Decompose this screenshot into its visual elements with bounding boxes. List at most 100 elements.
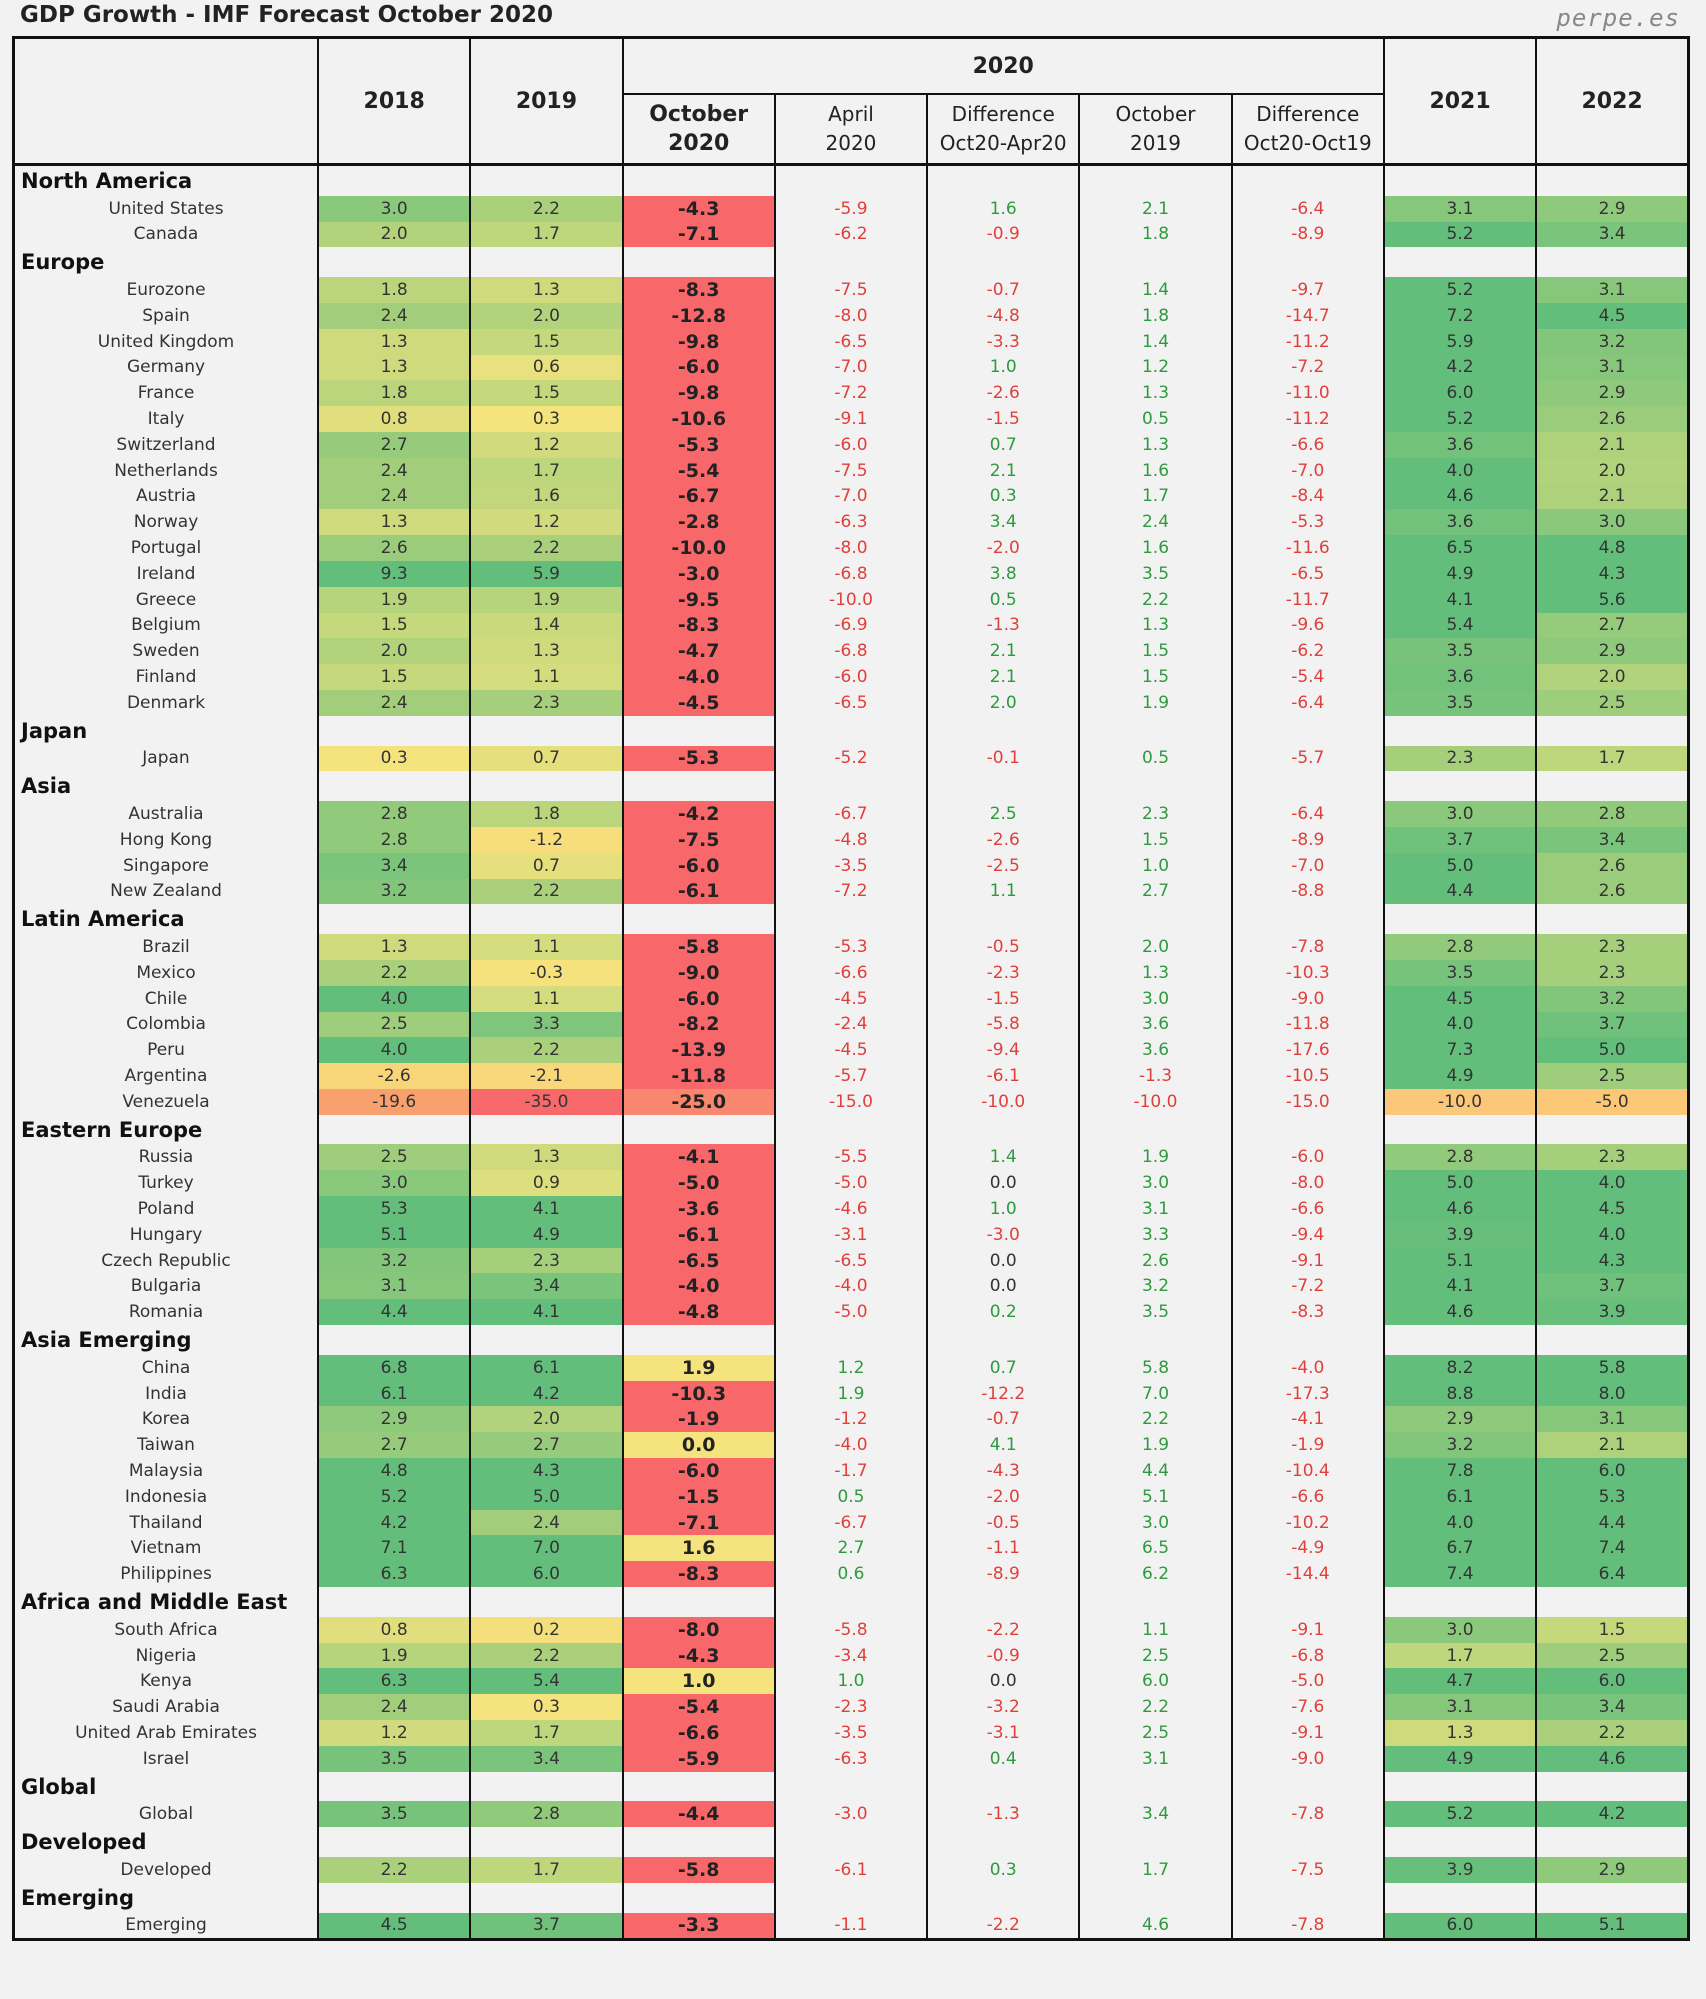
value-cell: 5.0: [1382, 1170, 1538, 1197]
value-cell: 0.0: [926, 1273, 1081, 1300]
value-cell: -14.4: [1230, 1561, 1385, 1588]
value-cell: 2.7: [317, 1432, 472, 1459]
value-cell: -11.6: [1230, 535, 1385, 561]
value-cell: -19.6: [317, 1088, 472, 1115]
value-cell: 1.5: [469, 380, 624, 407]
table-row: France 1.8 1.5 -9.8 -7.2 -2.6 1.3 -11.0 6.0 2.9: [12, 380, 1690, 407]
value-cell: -10.0: [926, 1088, 1081, 1115]
value-cell: 0.3: [317, 745, 472, 772]
country-name: France: [12, 380, 320, 407]
region-spacer-cell: [469, 1771, 624, 1802]
value-cell: -25.0: [621, 1088, 776, 1115]
value-cell: 5.8: [1535, 1354, 1690, 1381]
value-cell: -6.2: [1230, 638, 1385, 665]
value-cell: -8.9: [926, 1561, 1081, 1588]
value-cell: 2.4: [317, 483, 472, 510]
region-spacer-cell: [469, 771, 624, 802]
value-cell: 1.8: [1078, 221, 1233, 248]
country-name: Bulgaria: [12, 1273, 320, 1300]
value-cell: 3.6: [1382, 509, 1538, 536]
value-cell: -6.6: [773, 959, 929, 986]
value-cell: 3.1: [1078, 1745, 1233, 1772]
value-cell: 2.4: [317, 302, 472, 329]
value-cell: -5.0: [773, 1170, 929, 1197]
value-cell: 4.0: [1382, 457, 1538, 484]
value-cell: 6.0: [1535, 1458, 1690, 1484]
value-cell: -6.5: [773, 328, 929, 355]
table-row: Poland 5.3 4.1 -3.6 -4.6 1.0 3.1 -6.6 4.6 4.5: [12, 1196, 1690, 1222]
value-cell: 5.3: [1535, 1483, 1690, 1510]
table-row: United States 3.0 2.2 -4.3 -5.9 1.6 2.1 -6.4 3.1…: [12, 195, 1690, 222]
value-cell: -2.2: [926, 1912, 1081, 1942]
value-cell: 6.5: [1382, 535, 1538, 561]
table-row: New Zealand 3.2 2.2 -6.1 -7.2 1.1 2.7 -8.8 4.4 2.…: [12, 878, 1690, 905]
value-cell: -4.0: [621, 664, 776, 690]
value-cell: -10.0: [773, 586, 929, 613]
value-cell: -1.7: [773, 1458, 929, 1484]
value-cell: 3.1: [317, 1273, 472, 1300]
value-cell: 6.3: [317, 1668, 472, 1695]
value-cell: 3.5: [317, 1745, 472, 1772]
value-cell: -6.1: [621, 1221, 776, 1248]
value-cell: -35.0: [469, 1088, 624, 1115]
value-cell: -7.5: [773, 457, 929, 484]
value-cell: 6.7: [1382, 1535, 1538, 1562]
value-cell: 2.9: [317, 1406, 472, 1433]
value-cell: -6.4: [1230, 689, 1385, 716]
value-cell: 2.2: [1078, 586, 1233, 613]
country-name: Mexico: [12, 959, 320, 986]
value-cell: -6.6: [621, 1720, 776, 1746]
value-cell: -7.2: [773, 878, 929, 905]
country-name: Brazil: [12, 934, 320, 960]
value-cell: -0.7: [926, 277, 1081, 303]
value-cell: -6.0: [773, 431, 929, 458]
region-spacer-cell: [621, 1114, 776, 1145]
region-row: Africa and Middle East: [12, 1587, 1690, 1617]
region-spacer-cell: [1382, 1827, 1538, 1857]
value-cell: 1.5: [1078, 826, 1233, 853]
country-name: Korea: [12, 1406, 320, 1433]
header-corner: [12, 37, 320, 166]
region-spacer-cell: [1382, 1587, 1538, 1617]
brand-watermark: perpe.es: [1556, 4, 1680, 32]
region-name: Japan: [12, 715, 320, 746]
region-spacer-cell: [621, 1827, 776, 1857]
region-spacer-cell: [1230, 247, 1385, 278]
region-spacer-cell: [1078, 247, 1233, 278]
value-cell: 2.9: [1535, 380, 1690, 407]
value-cell: 3.2: [1078, 1273, 1233, 1300]
table-row: United Kingdom 1.3 1.5 -9.8 -6.5 -3.3 1.4 -11.2…: [12, 328, 1690, 355]
table-row: Ireland 9.3 5.9 -3.0 -6.8 3.8 3.5 -6.5 4.9 4.3: [12, 560, 1690, 587]
value-cell: 7.8: [1382, 1458, 1538, 1484]
table-row: Japan 0.3 0.7 -5.3 -5.2 -0.1 0.5 -5.7 2.3 1.7: [12, 745, 1690, 772]
value-cell: 3.1: [1382, 1694, 1538, 1721]
value-cell: 6.1: [317, 1380, 472, 1407]
header-2022: 2022: [1535, 37, 1690, 166]
value-cell: 5.3: [317, 1196, 472, 1222]
value-cell: 5.4: [469, 1668, 624, 1695]
value-cell: -17.3: [1230, 1380, 1385, 1407]
value-cell: 2.3: [1535, 959, 1690, 986]
value-cell: -10.2: [1230, 1509, 1385, 1536]
region-row: Latin America: [12, 904, 1690, 935]
table-row: India 6.1 4.2 -10.3 1.9 -12.2 7.0 -17.3 8.8 8.0: [12, 1380, 1690, 1407]
table-row: Canada 2.0 1.7 -7.1 -6.2 -0.9 1.8 -8.9 5.2 3.4: [12, 221, 1690, 248]
value-cell: -6.8: [773, 638, 929, 665]
value-cell: 1.7: [469, 221, 624, 248]
value-cell: -6.3: [773, 1745, 929, 1772]
table-row: Peru 4.0 2.2 -13.9 -4.5 -9.4 3.6 -17.6 7.3 5.0: [12, 1037, 1690, 1064]
value-cell: 5.1: [317, 1221, 472, 1248]
value-cell: 4.6: [1535, 1745, 1690, 1772]
value-cell: 4.6: [1382, 1196, 1538, 1222]
value-cell: -5.3: [621, 745, 776, 772]
value-cell: 2.6: [1535, 852, 1690, 879]
value-cell: 3.3: [469, 1011, 624, 1038]
value-cell: 1.2: [317, 1720, 472, 1746]
value-cell: 0.4: [926, 1745, 1081, 1772]
value-cell: 3.4: [1078, 1801, 1233, 1828]
region-spacer-cell: [1535, 1325, 1690, 1355]
value-cell: -4.4: [621, 1801, 776, 1828]
value-cell: -2.1: [469, 1063, 624, 1089]
value-cell: 0.5: [1078, 406, 1233, 432]
value-cell: 4.9: [1382, 560, 1538, 587]
